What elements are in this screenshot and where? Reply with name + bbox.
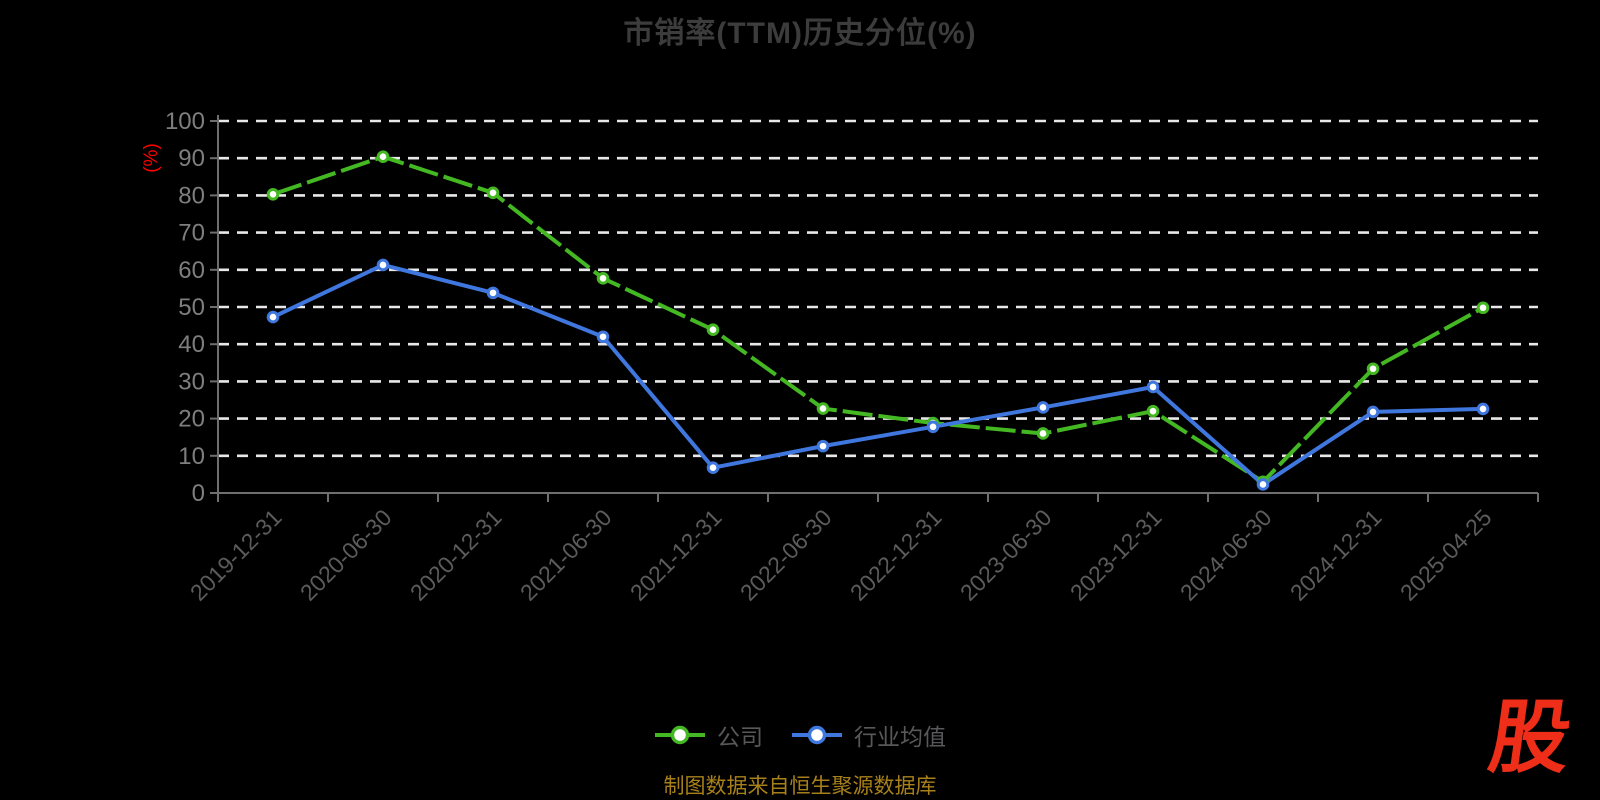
legend-label-industry-average: 行业均值	[854, 724, 946, 750]
x-axis-tick-label: 2021-06-30	[515, 504, 617, 606]
industry-average-point[interactable]	[266, 310, 280, 324]
industry-average-point[interactable]	[1366, 405, 1380, 419]
industry-average-point[interactable]	[1256, 478, 1270, 491]
legend-item-company[interactable]: 公司	[654, 718, 763, 752]
y-axis-tick-label: 40	[178, 331, 205, 358]
industry-average-series-marker-icon	[792, 725, 842, 745]
industry-average-point[interactable]	[816, 439, 830, 453]
industry-average-point[interactable]	[1036, 401, 1050, 414]
company-point[interactable]	[1476, 301, 1490, 315]
y-axis-tick-label: 30	[178, 368, 205, 395]
y-axis-tick-label: 10	[178, 443, 205, 470]
company-point[interactable]	[816, 402, 830, 415]
industry-average-point[interactable]	[1476, 402, 1490, 416]
x-axis-tick-label: 2023-12-31	[1065, 504, 1167, 606]
x-axis-tick-label: 2020-06-30	[295, 504, 397, 606]
industry-average-point[interactable]	[376, 258, 390, 272]
company-point[interactable]	[1146, 404, 1160, 418]
stock-site-logo: 股	[1483, 693, 1577, 782]
y-axis-tick-label: 60	[178, 257, 205, 284]
x-axis-tick-label: 2024-12-31	[1285, 504, 1387, 606]
x-axis-tick-label: 2023-06-30	[955, 504, 1057, 606]
industry-average-point[interactable]	[486, 286, 500, 300]
y-axis-tick-label: 70	[178, 220, 205, 247]
industry-average-point[interactable]	[596, 330, 610, 344]
x-axis-tick-label: 2021-12-31	[625, 504, 727, 606]
y-axis-tick-label: 100	[165, 108, 205, 135]
y-axis-tick-label: 50	[178, 294, 205, 321]
y-axis-tick-label: 90	[178, 145, 205, 172]
x-axis-tick-label: 2019-12-31	[185, 504, 287, 606]
chart-title: 市销率(TTM)历史分位(%)	[623, 17, 977, 50]
company-series-marker-icon	[655, 725, 705, 745]
company-point[interactable]	[596, 272, 610, 285]
x-axis-tick-label: 2022-12-31	[845, 504, 947, 606]
company-point[interactable]	[486, 186, 500, 200]
industry-average-point[interactable]	[926, 420, 940, 434]
company-point[interactable]	[266, 187, 280, 201]
legend: 公司 行业均值	[0, 718, 1600, 752]
company-point[interactable]	[376, 150, 390, 164]
company-point[interactable]	[1366, 362, 1380, 376]
company-point[interactable]	[706, 323, 720, 336]
y-axis-unit-label: (%)	[141, 143, 162, 173]
company-line	[272, 154, 1484, 484]
x-axis-tick-label: 2025-04-25	[1395, 504, 1497, 606]
x-axis-tick-label: 2024-06-30	[1175, 504, 1277, 606]
line-chart-plot: 0 10 20 30 40 50 60 70 80 90 100 2019-12-31 2020-06-…	[141, 108, 1539, 606]
x-axis-tick-label: 2022-06-30	[735, 504, 837, 606]
industry-average-point[interactable]	[706, 461, 720, 475]
y-axis-tick-label: 0	[192, 480, 205, 507]
y-axis-tick-label: 20	[178, 406, 205, 433]
industry-average-line	[272, 262, 1484, 487]
company-point[interactable]	[1036, 427, 1050, 440]
x-axis-tick-label: 2020-12-31	[405, 504, 507, 606]
legend-item-industry-average[interactable]: 行业均值	[791, 718, 946, 752]
legend-label-company: 公司	[717, 724, 763, 750]
industry-average-point[interactable]	[1146, 380, 1160, 394]
data-source-note: 制图数据来自恒生聚源数据库	[663, 775, 937, 798]
y-axis-tick-label: 80	[178, 182, 205, 209]
